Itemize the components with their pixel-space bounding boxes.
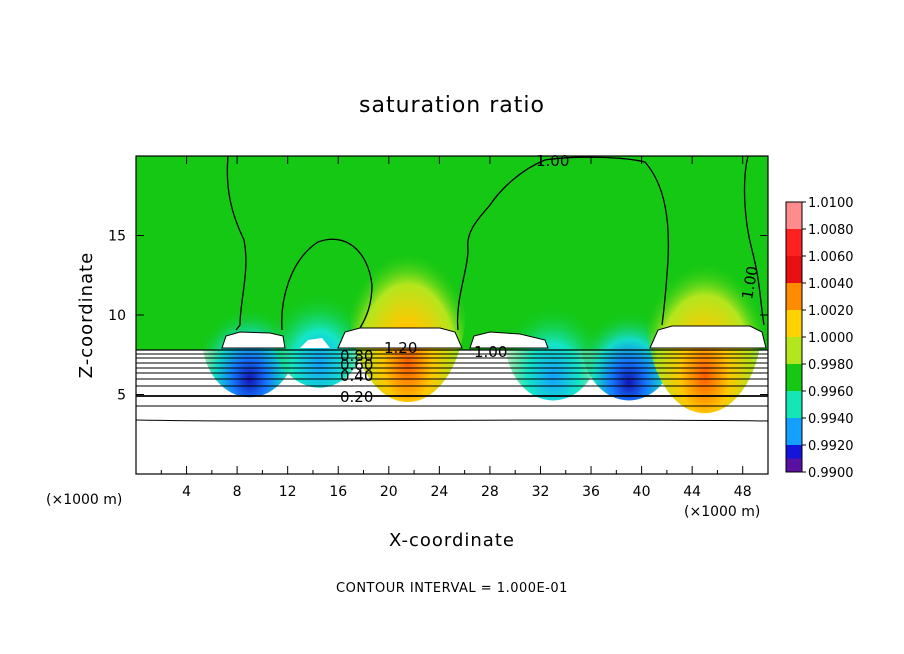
- colorbar-tick-label: 1.0020: [808, 304, 854, 319]
- y-axis-label: Z-coordinate: [76, 252, 97, 379]
- colorbar-tick-label: 0.9900: [808, 466, 854, 481]
- colorbar-tick-label: 0.9940: [808, 412, 854, 427]
- x-axis: 4 8 12 16 20 24 28 32 36 40 44 48: [160, 156, 752, 500]
- y-tick-label: 5: [117, 388, 126, 404]
- x-axis-label: X-coordinate: [389, 530, 515, 551]
- x-tick-label: 44: [683, 484, 701, 500]
- contour-label: 1.20: [384, 339, 417, 357]
- y-tick-label: 10: [108, 308, 126, 324]
- x-tick-label: 48: [734, 484, 752, 500]
- contour-labels: 1.00 1.00 1.20 1.00 0.80 0.60 0.40 0.20: [340, 152, 762, 406]
- contour-label: 0.20: [340, 388, 373, 406]
- x-tick-label: 40: [633, 484, 651, 500]
- contour-label: 1.00: [474, 343, 507, 361]
- colorbar-swatch: [786, 256, 802, 283]
- contour-line: [281, 238, 373, 331]
- x-tick-label: 16: [329, 484, 347, 500]
- colorbar-tick-label: 0.9980: [808, 358, 854, 373]
- humid-cell: [505, 280, 602, 401]
- colorbar-swatch: [786, 391, 802, 418]
- x-tick-label: 20: [380, 484, 398, 500]
- colorbar-swatch: [786, 458, 802, 472]
- x-unit-left: (×1000 m): [46, 492, 122, 508]
- contour-label: 1.00: [738, 265, 762, 301]
- colorbar-swatch: [786, 337, 802, 364]
- contour-label: 0.80: [340, 347, 373, 365]
- chart-title: saturation ratio: [359, 93, 545, 118]
- humid-cell: [349, 212, 466, 403]
- humid-cells: [201, 212, 763, 414]
- colorbar-tick-label: 1.0080: [808, 223, 854, 238]
- colorbar-tick-label: 1.0100: [808, 196, 854, 211]
- contour-line: [226, 156, 247, 331]
- y-axis: 5 10 15: [108, 229, 768, 404]
- contour-interval-note: CONTOUR INTERVAL = 1.000E-01: [336, 581, 568, 596]
- colorbar-swatch: [786, 229, 802, 256]
- plot-area: [136, 156, 768, 474]
- x-unit-right: (×1000 m): [684, 504, 760, 520]
- colorbar-swatch: [786, 283, 802, 310]
- contour-label: 1.00: [536, 152, 569, 170]
- colorbar-tick-label: 1.0060: [808, 250, 854, 265]
- colorbar-swatch: [786, 202, 802, 229]
- colorbar-tick-label: 0.9960: [808, 385, 854, 400]
- contour-label: 0.40: [340, 367, 373, 385]
- colorbar-swatch: [786, 418, 802, 445]
- cloud-blob: [221, 331, 286, 349]
- cloud-blob: [469, 331, 549, 349]
- x-tick-label: 36: [582, 484, 600, 500]
- x-tick-label: 4: [182, 484, 191, 500]
- contour-line: [743, 156, 765, 326]
- cloud-blob: [300, 338, 330, 348]
- x-tick-label: 32: [532, 484, 550, 500]
- cloud-blob: [649, 325, 767, 349]
- x-tick-label: 8: [233, 484, 242, 500]
- x-tick-label: 28: [481, 484, 499, 500]
- y-tick-label: 15: [108, 229, 126, 245]
- colorbar-swatch: [786, 310, 802, 337]
- cloud-blob: [337, 327, 463, 349]
- contour-label: 0.60: [340, 356, 373, 374]
- colorbar-tick-label: 0.9920: [808, 439, 854, 454]
- humid-cell: [646, 223, 763, 414]
- colorbar-swatch: [786, 364, 802, 391]
- colorbar-tick-label: 1.0000: [808, 331, 854, 346]
- x-tick-label: 12: [279, 484, 297, 500]
- x-tick-label: 24: [430, 484, 448, 500]
- contour-line: [456, 156, 670, 331]
- colorbar: 1.0100 1.0080 1.0060 1.0040 1.0020 1.0000 0.99…: [785, 196, 854, 481]
- colorbar-tick-label: 1.0040: [808, 277, 854, 292]
- contour-line: [136, 419, 768, 422]
